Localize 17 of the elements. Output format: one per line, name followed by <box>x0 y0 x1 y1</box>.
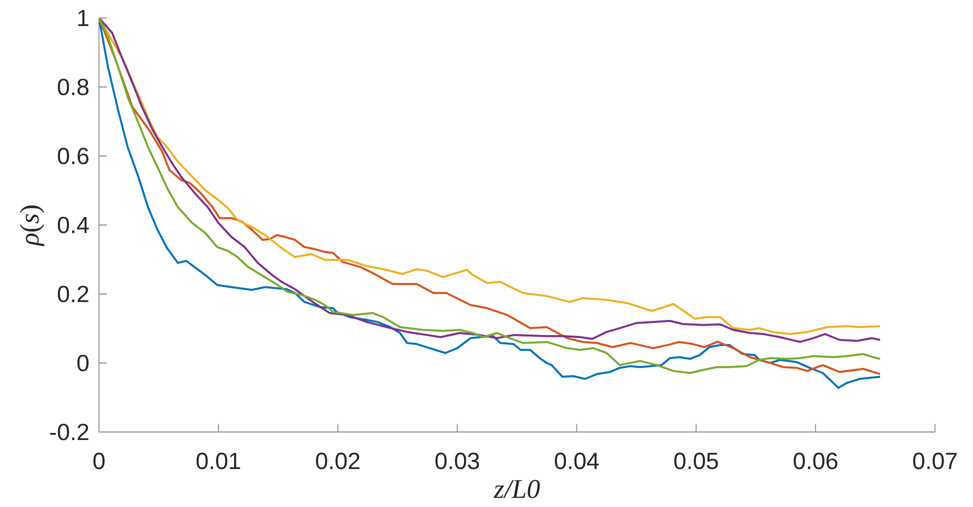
y-tick-label: 0.2 <box>58 286 88 302</box>
x-tick-label: 0.07 <box>913 452 957 470</box>
y-tick-label: 0.4 <box>58 216 89 234</box>
y-tick-label: 0.6 <box>58 148 88 164</box>
x-tick-label: 0.05 <box>674 452 718 470</box>
x-tick-label: 0.01 <box>196 452 240 470</box>
y-tick-label: 0 <box>77 354 89 372</box>
y-tick-label: 0.8 <box>58 78 88 96</box>
x-tick-label: 0.04 <box>554 452 599 470</box>
y-tick-label: -0.2 <box>50 424 88 440</box>
y-axis-title: ρ(s) <box>20 206 44 246</box>
x-tick-label: 0.06 <box>794 452 838 470</box>
x-tick-label: 0.02 <box>316 452 360 470</box>
x-tick-label: 0.03 <box>435 452 480 470</box>
x-tick-label: 0 <box>93 452 105 470</box>
y-tick-label: 1 <box>78 10 88 26</box>
x-axis-title: z/L0 <box>494 480 540 498</box>
